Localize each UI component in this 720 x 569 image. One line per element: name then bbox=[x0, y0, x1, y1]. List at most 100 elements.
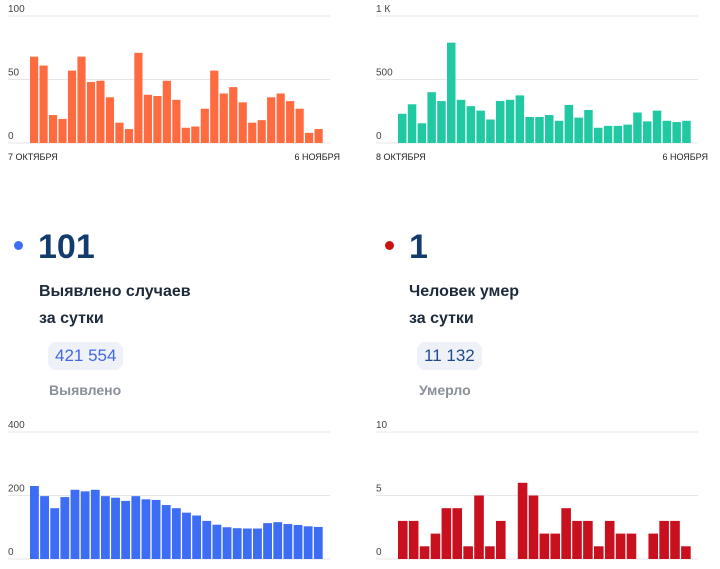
teal-bar bbox=[525, 116, 534, 143]
blue-chart-svg: 0 200 400 bbox=[8, 420, 330, 560]
blue-bar bbox=[303, 526, 313, 559]
red-bar bbox=[550, 533, 561, 559]
teal-bar bbox=[584, 109, 593, 143]
teal-bar bbox=[398, 113, 407, 143]
red-chart-svg: 0 5 10 bbox=[376, 420, 698, 560]
teal-bar bbox=[633, 112, 642, 143]
cases-bar bbox=[286, 101, 295, 143]
teal-bar bbox=[613, 125, 623, 143]
blue-bar bbox=[202, 520, 212, 559]
deaths-daily-value: 1 bbox=[409, 228, 428, 266]
cases-bar bbox=[134, 52, 143, 143]
teal-bar bbox=[662, 120, 672, 143]
blue-bar bbox=[100, 496, 110, 559]
blue-bar bbox=[283, 524, 293, 559]
cases-bar bbox=[267, 97, 276, 143]
blue-bar bbox=[80, 491, 90, 559]
deaths-label-line1: Человек умер bbox=[409, 283, 520, 300]
cases-bar bbox=[124, 129, 134, 143]
cases-label-line1: Выявлено случаев bbox=[39, 283, 191, 300]
cases-bar bbox=[295, 108, 304, 143]
cases-bar bbox=[219, 93, 228, 143]
cases-label-line2: за сутки bbox=[39, 310, 104, 327]
red-bar bbox=[659, 520, 669, 559]
blue-ytick-label: 200 bbox=[8, 484, 25, 495]
blue-bar bbox=[131, 496, 141, 559]
deaths-total-pill: 11 132 bbox=[417, 342, 482, 370]
cases-ytick-label: 100 bbox=[8, 4, 25, 15]
red-bar bbox=[517, 482, 528, 559]
red-bar bbox=[452, 508, 463, 559]
red-bar bbox=[496, 520, 506, 559]
teal-bar bbox=[486, 119, 495, 143]
cases-bar bbox=[276, 93, 285, 143]
deaths-dot bbox=[385, 241, 394, 250]
deaths-label-line2: за сутки bbox=[409, 310, 474, 327]
cases-bar bbox=[162, 80, 171, 143]
teal-bar bbox=[496, 101, 505, 143]
cases-bar bbox=[181, 127, 190, 143]
red-ytick-label: 0 bbox=[376, 547, 382, 558]
cases-bar bbox=[305, 132, 314, 143]
cases-bar bbox=[58, 118, 67, 143]
blue-bar bbox=[222, 527, 232, 559]
blue-bar bbox=[171, 508, 181, 559]
red-bar bbox=[583, 520, 593, 559]
red-ytick-label: 5 bbox=[376, 484, 382, 495]
teal-bar bbox=[554, 120, 564, 143]
red-bar bbox=[485, 546, 495, 559]
red-bar bbox=[398, 520, 408, 559]
teal-ytick-label: 1 К bbox=[376, 4, 390, 15]
teal-ytick-label: 0 bbox=[376, 131, 382, 142]
cases-bar bbox=[115, 122, 124, 143]
cases-daily-value: 101 bbox=[38, 228, 95, 266]
cases-bar bbox=[30, 56, 39, 143]
teal-bar bbox=[407, 104, 417, 143]
blue-bar bbox=[121, 500, 131, 559]
red-bar bbox=[670, 520, 680, 559]
teal-bar bbox=[427, 92, 436, 143]
blue-bar bbox=[192, 515, 202, 559]
red-bar bbox=[441, 508, 452, 559]
cases-ytick-label: 0 bbox=[8, 131, 14, 142]
cases-bar bbox=[105, 97, 115, 143]
teal-ytick-label: 500 bbox=[376, 68, 393, 79]
teal-chart-30d: 0 500 1 К 8 ОКТЯБРЯ 6 НОЯБРЯ bbox=[376, 4, 716, 168]
cases-bar bbox=[200, 108, 209, 143]
blue-bar bbox=[232, 528, 242, 559]
red-bar bbox=[681, 546, 691, 559]
teal-bar bbox=[623, 124, 632, 143]
blue-bar bbox=[60, 497, 70, 559]
teal-x-end-label: 6 НОЯБРЯ bbox=[662, 152, 708, 162]
blue-chart: 0 200 400 bbox=[8, 420, 330, 569]
teal-bar bbox=[476, 110, 485, 143]
red-bar bbox=[615, 533, 626, 559]
cases-bar bbox=[238, 102, 247, 143]
cases-dot bbox=[14, 241, 23, 250]
cases-bar bbox=[39, 65, 48, 143]
cases-bar bbox=[153, 96, 162, 143]
cases-bar bbox=[96, 80, 105, 143]
teal-chart-30d-svg: 0 500 1 К 8 ОКТЯБРЯ 6 НОЯБРЯ bbox=[376, 4, 708, 162]
red-bar bbox=[572, 520, 582, 559]
red-bar bbox=[474, 495, 484, 559]
teal-bar bbox=[652, 110, 662, 143]
red-bar bbox=[408, 520, 419, 559]
red-bar bbox=[430, 533, 441, 559]
deaths-daily-label: Человек умер за сутки bbox=[409, 278, 519, 332]
cases-bar bbox=[248, 122, 257, 143]
teal-bar bbox=[672, 122, 681, 143]
cases-chart-30d-svg: 0 50 100 7 ОКТЯБРЯ 6 НОЯБРЯ bbox=[8, 4, 340, 162]
blue-ytick-label: 400 bbox=[8, 420, 25, 431]
blue-bar bbox=[50, 508, 60, 559]
deaths-total-label: Умерло bbox=[419, 382, 471, 398]
red-bar bbox=[561, 508, 571, 559]
cases-x-start-label: 7 ОКТЯБРЯ bbox=[8, 152, 58, 162]
cases-bar bbox=[77, 56, 86, 143]
cases-bar bbox=[48, 115, 58, 143]
cases-bar bbox=[67, 70, 77, 143]
teal-bar bbox=[505, 99, 515, 143]
teal-bar bbox=[545, 115, 554, 143]
red-bar bbox=[419, 546, 430, 559]
red-bar bbox=[604, 520, 615, 559]
